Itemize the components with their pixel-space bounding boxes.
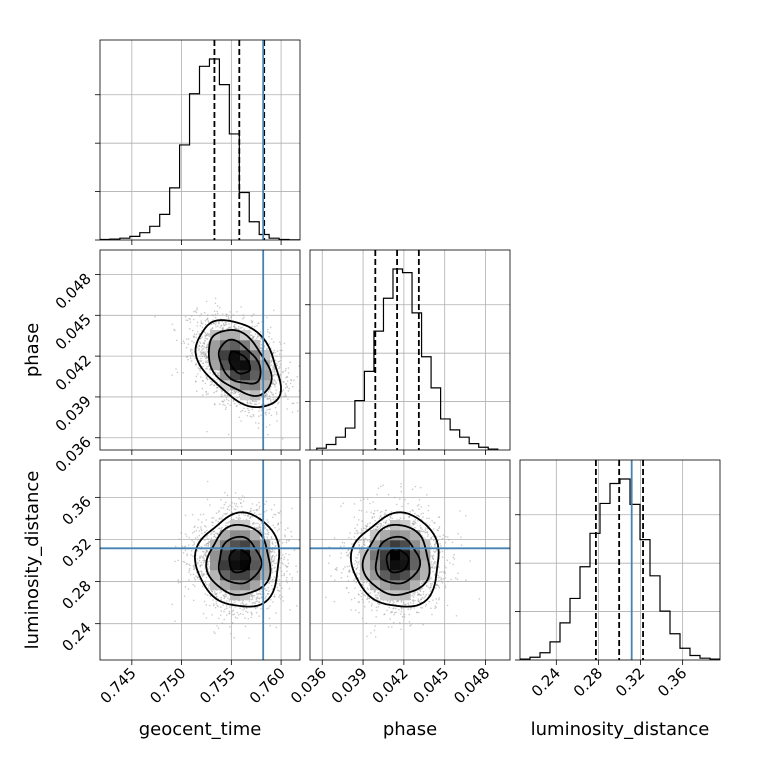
y-axis-label-2: luminosity_distance xyxy=(22,471,43,650)
y-tick-label-luminosity_distance: 0.24 xyxy=(58,619,94,655)
x-tick-label-phase: 0.036 xyxy=(287,664,330,707)
y-tick-label-luminosity_distance: 0.32 xyxy=(58,535,94,571)
histogram-step-phase xyxy=(316,268,499,450)
x-axis-label-1: phase xyxy=(383,719,437,740)
panel-frame xyxy=(519,459,721,661)
panel-frame xyxy=(309,249,511,451)
x-axis-label-2: luminosity_distance xyxy=(531,719,710,740)
y-tick-label-phase: 0.039 xyxy=(52,392,95,435)
panel-frame xyxy=(99,459,301,661)
contour-1 xyxy=(217,535,263,585)
histogram-step-geocent_time xyxy=(100,58,300,240)
x-tick-label-luminosity_distance: 0.32 xyxy=(612,664,648,700)
y-tick-label-luminosity_distance: 0.28 xyxy=(58,577,94,613)
scatter-panel-geocent_time-luminosity_distance xyxy=(95,459,301,665)
x-tick-label-luminosity_distance: 0.28 xyxy=(570,664,606,700)
contour-3 xyxy=(194,319,282,408)
panel-frame xyxy=(99,249,301,451)
scatter-panel-geocent_time-phase xyxy=(95,249,301,455)
x-tick-label-phase: 0.039 xyxy=(328,664,371,707)
x-tick-label-geocent_time: 0.760 xyxy=(246,664,289,707)
y-axis-label-1: phase xyxy=(22,323,43,377)
y-tick-label-luminosity_distance: 0.36 xyxy=(58,492,94,528)
contour-2 xyxy=(361,524,431,596)
contour-2 xyxy=(208,328,273,397)
scatter-panel-phase-luminosity_distance xyxy=(309,459,511,665)
y-tick-label-phase: 0.042 xyxy=(52,351,95,394)
y-tick-label-phase: 0.036 xyxy=(52,433,95,476)
x-tick-label-geocent_time: 0.745 xyxy=(97,664,140,707)
contour-3 xyxy=(193,511,281,608)
contour-1 xyxy=(217,338,262,385)
x-tick-label-luminosity_distance: 0.24 xyxy=(528,664,564,700)
panel-frame xyxy=(309,459,511,661)
contour-0 xyxy=(228,350,252,375)
contour-0 xyxy=(385,547,410,574)
x-tick-label-phase: 0.045 xyxy=(409,664,452,707)
panel-frame xyxy=(99,39,301,241)
contour-3 xyxy=(349,511,440,608)
contour-2 xyxy=(205,524,272,596)
y-tick-label-phase: 0.045 xyxy=(52,310,95,353)
x-tick-label-phase: 0.042 xyxy=(369,664,412,707)
x-tick-label-luminosity_distance: 0.36 xyxy=(654,664,690,700)
density-cells xyxy=(210,330,271,401)
x-tick-label-geocent_time: 0.750 xyxy=(146,664,189,707)
x-tick-label-geocent_time: 0.755 xyxy=(196,664,239,707)
x-tick-label-phase: 0.048 xyxy=(450,664,493,707)
histogram-panel-luminosity_distance xyxy=(515,459,721,665)
histogram-panel-geocent_time xyxy=(95,39,301,245)
x-axis-label-0: geocent_time xyxy=(139,719,262,740)
y-tick-label-phase: 0.048 xyxy=(52,270,95,313)
histogram-panel-phase xyxy=(305,249,511,455)
contour-1 xyxy=(374,535,422,585)
contour-0 xyxy=(228,547,252,574)
